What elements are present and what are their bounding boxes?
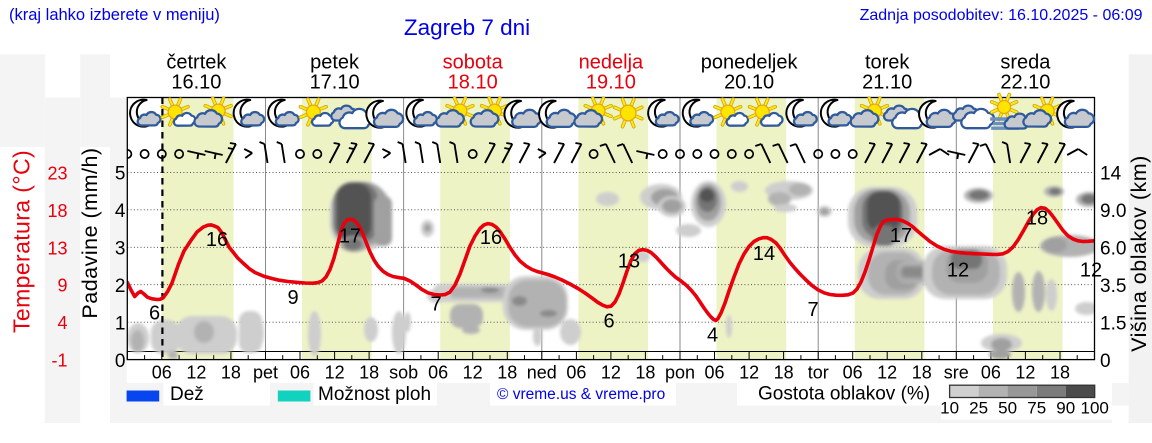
- svg-text:9: 9: [287, 287, 298, 309]
- svg-text:13: 13: [618, 250, 640, 272]
- svg-text:13: 13: [47, 238, 67, 258]
- svg-text:18: 18: [774, 362, 794, 382]
- svg-text:17: 17: [339, 225, 361, 247]
- svg-text:16: 16: [480, 227, 502, 249]
- svg-text:12: 12: [1015, 362, 1035, 382]
- svg-text:23: 23: [47, 163, 67, 183]
- svg-text:75: 75: [1027, 398, 1046, 417]
- svg-text:sob: sob: [389, 362, 418, 382]
- svg-text:Možnost ploh: Možnost ploh: [318, 384, 431, 405]
- svg-text:(kraj lahko izberete v meniju): (kraj lahko izberete v meniju): [9, 6, 220, 24]
- svg-text:4: 4: [707, 324, 718, 346]
- svg-text:1: 1: [115, 313, 126, 334]
- svg-text:12: 12: [947, 259, 969, 281]
- svg-text:16.10: 16.10: [171, 71, 221, 93]
- svg-text:nedelja: nedelja: [579, 51, 644, 73]
- svg-text:17.10: 17.10: [310, 71, 360, 93]
- svg-text:sre: sre: [944, 362, 969, 382]
- svg-text:18: 18: [912, 362, 932, 382]
- svg-text:sobota: sobota: [443, 51, 504, 73]
- svg-text:18: 18: [1050, 362, 1070, 382]
- svg-text:12: 12: [739, 362, 759, 382]
- svg-text:9.0: 9.0: [1100, 201, 1126, 222]
- svg-text:06: 06: [704, 362, 724, 382]
- svg-text:22.10: 22.10: [1000, 71, 1050, 93]
- svg-text:90: 90: [1056, 398, 1075, 417]
- svg-text:50: 50: [998, 398, 1017, 417]
- svg-text:18: 18: [497, 362, 517, 382]
- svg-text:3.5: 3.5: [1100, 276, 1126, 297]
- svg-text:14: 14: [1100, 164, 1122, 185]
- svg-text:100: 100: [1081, 398, 1109, 417]
- svg-text:3: 3: [115, 239, 126, 260]
- svg-text:tor: tor: [808, 362, 829, 382]
- svg-text:ponedeljek: ponedeljek: [701, 51, 799, 73]
- svg-text:19.10: 19.10: [586, 71, 636, 93]
- svg-text:6.0: 6.0: [1100, 239, 1126, 260]
- svg-text:Zadnja posodobitev: 16.10.2025: Zadnja posodobitev: 16.10.2025 - 06:09: [860, 7, 1143, 24]
- svg-text:14: 14: [753, 243, 775, 265]
- svg-text:pon: pon: [665, 362, 695, 382]
- svg-text:18: 18: [635, 362, 655, 382]
- svg-text:21.10: 21.10: [862, 71, 912, 93]
- svg-text:Gostota oblakov (%): Gostota oblakov (%): [758, 384, 930, 405]
- svg-text:17: 17: [890, 225, 912, 247]
- svg-text:12: 12: [186, 362, 206, 382]
- svg-text:06: 06: [843, 362, 863, 382]
- svg-text:12: 12: [463, 362, 483, 382]
- svg-text:18.10: 18.10: [448, 71, 498, 93]
- svg-text:1.5: 1.5: [1100, 313, 1126, 334]
- svg-text:torek: torek: [865, 51, 910, 73]
- svg-text:18: 18: [359, 362, 379, 382]
- svg-text:7: 7: [430, 293, 441, 315]
- svg-text:20.10: 20.10: [724, 71, 774, 93]
- svg-text:06: 06: [152, 362, 172, 382]
- svg-text:pet: pet: [253, 362, 278, 382]
- svg-text:9: 9: [57, 276, 67, 296]
- svg-text:Temperatura (°C): Temperatura (°C): [9, 150, 35, 333]
- svg-text:12: 12: [601, 362, 621, 382]
- svg-text:2: 2: [115, 276, 126, 297]
- svg-text:12: 12: [325, 362, 345, 382]
- svg-text:4: 4: [115, 201, 126, 222]
- svg-text:06: 06: [428, 362, 448, 382]
- svg-text:6: 6: [149, 302, 160, 324]
- svg-text:sreda: sreda: [1000, 51, 1051, 73]
- svg-text:18: 18: [47, 201, 67, 221]
- svg-text:25: 25: [969, 398, 988, 417]
- svg-text:0: 0: [1100, 351, 1111, 372]
- svg-text:4: 4: [57, 313, 67, 333]
- svg-text:10: 10: [940, 398, 959, 417]
- svg-text:16: 16: [206, 229, 228, 251]
- svg-text:5: 5: [115, 164, 126, 185]
- svg-text:ned: ned: [527, 362, 557, 382]
- svg-text:Dež: Dež: [170, 384, 204, 405]
- svg-text:Zagreb 7 dni: Zagreb 7 dni: [404, 15, 530, 40]
- svg-text:petek: petek: [310, 51, 360, 73]
- svg-text:0: 0: [115, 351, 126, 372]
- svg-text:06: 06: [981, 362, 1001, 382]
- svg-text:18: 18: [1026, 207, 1048, 229]
- svg-text:© vreme.us & vreme.pro: © vreme.us & vreme.pro: [497, 386, 665, 403]
- svg-text:12: 12: [1080, 259, 1102, 281]
- svg-text:Višina oblakov (km): Višina oblakov (km): [1127, 155, 1151, 352]
- svg-text:06: 06: [566, 362, 586, 382]
- svg-text:7: 7: [807, 299, 818, 321]
- svg-text:06: 06: [290, 362, 310, 382]
- svg-text:12: 12: [877, 362, 897, 382]
- svg-text:-1: -1: [51, 351, 67, 371]
- svg-text:18: 18: [221, 362, 241, 382]
- svg-text:četrtek: četrtek: [166, 51, 227, 73]
- svg-text:6: 6: [603, 310, 614, 332]
- svg-text:Padavine (mm/h): Padavine (mm/h): [78, 147, 102, 318]
